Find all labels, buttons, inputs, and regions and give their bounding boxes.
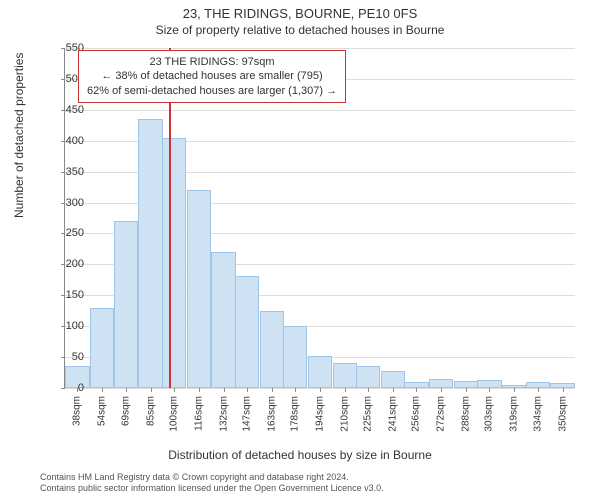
xtick-mark — [247, 388, 248, 392]
histogram-bar — [162, 138, 186, 388]
ytick-mark — [61, 295, 65, 296]
xtick-mark — [416, 388, 417, 392]
chart-subtitle: Size of property relative to detached ho… — [0, 21, 600, 37]
annotation-line-3: 62% of semi-detached houses are larger (… — [87, 84, 337, 98]
xtick-mark — [466, 388, 467, 392]
ytick-mark — [61, 388, 65, 389]
xtick-label: 225sqm — [363, 396, 374, 432]
xtick-label: 272sqm — [436, 396, 447, 432]
xtick-label: 288sqm — [461, 396, 472, 432]
xtick-mark — [199, 388, 200, 392]
histogram-bar — [308, 356, 332, 388]
xtick-mark — [174, 388, 175, 392]
annotation-line-2: ← 38% of detached houses are smaller (79… — [87, 69, 337, 83]
xtick-mark — [563, 388, 564, 392]
xtick-label: 69sqm — [120, 396, 131, 426]
ytick-mark — [61, 141, 65, 142]
xtick-mark — [514, 388, 515, 392]
histogram-bar — [90, 308, 114, 388]
xtick-label: 163sqm — [266, 396, 277, 432]
annotation-box: 23 THE RIDINGS: 97sqm ← 38% of detached … — [78, 50, 346, 103]
xtick-mark — [489, 388, 490, 392]
xtick-label: 85sqm — [145, 396, 156, 426]
xtick-label: 147sqm — [241, 396, 252, 432]
ytick-label: 450 — [66, 104, 84, 116]
ytick-label: 100 — [66, 320, 84, 332]
y-axis-label: Number of detached properties — [12, 53, 26, 218]
xtick-mark — [126, 388, 127, 392]
xtick-mark — [295, 388, 296, 392]
x-axis-label: Distribution of detached houses by size … — [0, 448, 600, 462]
ytick-label: 300 — [66, 197, 84, 209]
xtick-label: 319sqm — [509, 396, 520, 432]
xtick-mark — [345, 388, 346, 392]
xtick-label: 194sqm — [315, 396, 326, 432]
histogram-bar — [381, 371, 405, 388]
xtick-mark — [224, 388, 225, 392]
histogram-bar — [477, 380, 501, 388]
ytick-mark — [61, 79, 65, 80]
ytick-label: 200 — [66, 258, 84, 270]
xtick-mark — [441, 388, 442, 392]
xtick-mark — [538, 388, 539, 392]
histogram-bar — [114, 221, 138, 388]
ytick-label: 350 — [66, 166, 84, 178]
xtick-mark — [320, 388, 321, 392]
histogram-bar — [187, 190, 211, 388]
gridline — [65, 110, 575, 111]
histogram-bar — [454, 381, 478, 388]
xtick-label: 100sqm — [168, 396, 179, 432]
chart-area: 38sqm54sqm69sqm85sqm100sqm116sqm132sqm14… — [64, 48, 574, 418]
ytick-label: 150 — [66, 289, 84, 301]
xtick-label: 178sqm — [290, 396, 301, 432]
ytick-label: 0 — [78, 382, 84, 394]
histogram-bar — [138, 119, 162, 388]
ytick-mark — [61, 110, 65, 111]
footer-line-2: Contains public sector information licen… — [40, 483, 384, 494]
xtick-label: 256sqm — [411, 396, 422, 432]
ytick-mark — [61, 48, 65, 49]
xtick-mark — [272, 388, 273, 392]
ytick-label: 400 — [66, 135, 84, 147]
annotation-line-1: 23 THE RIDINGS: 97sqm — [87, 55, 337, 69]
footer-attribution: Contains HM Land Registry data © Crown c… — [40, 472, 384, 494]
ytick-mark — [61, 264, 65, 265]
xtick-mark — [102, 388, 103, 392]
histogram-bar — [356, 366, 380, 388]
histogram-bar — [429, 379, 453, 388]
xtick-label: 116sqm — [193, 396, 204, 431]
xtick-label: 132sqm — [218, 396, 229, 432]
ytick-label: 250 — [66, 227, 84, 239]
histogram-bar — [235, 276, 259, 389]
footer-line-1: Contains HM Land Registry data © Crown c… — [40, 472, 384, 483]
xtick-label: 54sqm — [97, 396, 108, 426]
ytick-mark — [61, 233, 65, 234]
xtick-mark — [368, 388, 369, 392]
xtick-label: 334sqm — [532, 396, 543, 432]
ytick-mark — [61, 172, 65, 173]
xtick-label: 38sqm — [72, 396, 83, 426]
page-title: 23, THE RIDINGS, BOURNE, PE10 0FS — [0, 0, 600, 21]
ytick-label: 50 — [72, 351, 84, 363]
ytick-mark — [61, 326, 65, 327]
histogram-bar — [283, 326, 307, 388]
xtick-mark — [393, 388, 394, 392]
xtick-label: 210sqm — [339, 396, 350, 432]
histogram-bar — [260, 311, 284, 388]
xtick-label: 303sqm — [484, 396, 495, 432]
xtick-mark — [151, 388, 152, 392]
xtick-label: 350sqm — [557, 396, 568, 432]
histogram-bar — [211, 252, 235, 388]
histogram-bar — [333, 363, 357, 388]
ytick-mark — [61, 357, 65, 358]
gridline — [65, 48, 575, 49]
xtick-label: 241sqm — [388, 396, 399, 432]
ytick-mark — [61, 203, 65, 204]
